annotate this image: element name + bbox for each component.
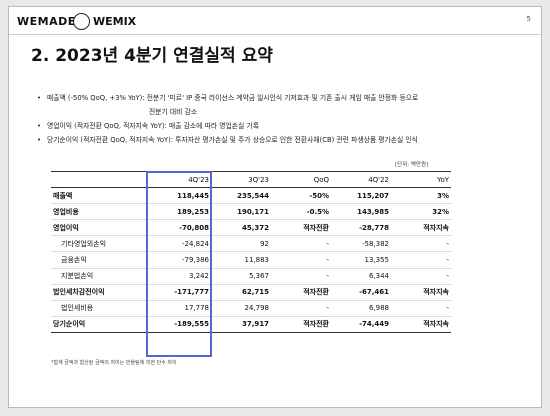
cell: -70,808 <box>151 219 211 237</box>
cell: 32% <box>391 203 451 221</box>
row-label: 영업이익 <box>51 219 151 237</box>
cell: - <box>391 235 451 253</box>
cell: 3% <box>391 187 451 205</box>
cell: -67,461 <box>331 284 391 301</box>
cell: 62,715 <box>211 284 271 301</box>
header-cell: 3Q'23 <box>211 170 271 189</box>
table-row: 매출액 118,445 235,544 -50% 115,207 3% <box>51 187 451 205</box>
bullet: 영업이익 (적자전환 QoQ, 적자지속 YoY): 매출 감소에 따라 영업손… <box>37 119 418 133</box>
table-row: 당기순이익 -189,555 37,917 적자전환 -74,449 적자지속 <box>51 316 451 333</box>
cell: - <box>391 300 451 317</box>
cell: 11,883 <box>211 251 271 269</box>
cell: 6,344 <box>331 268 391 285</box>
slide: WEMADE WEMIX 5 2. 2023년 4분기 연결실적 요약 매출액 … <box>8 6 542 408</box>
cell: 189,253 <box>151 203 211 221</box>
table-row: 영업비용 189,253 190,171 -0.5% 143,985 32% <box>51 203 451 221</box>
cell: 37,917 <box>211 316 271 333</box>
cell: - <box>271 300 331 317</box>
cell: 92 <box>211 235 271 253</box>
cell: 143,985 <box>331 203 391 221</box>
cell: - <box>391 251 451 269</box>
bullet: 매출액 (-50% QoQ, +3% YoY): 전분기 '미르' IP 중국 … <box>37 91 418 105</box>
row-label: 지분법손익 <box>51 268 151 285</box>
row-label: 기타영업외손익 <box>51 235 151 253</box>
bullet: 당기순이익 (적자전환 QoQ, 적자지속 YoY): 투자자산 평가손실 및 … <box>37 133 418 147</box>
cell: 13,355 <box>331 251 391 269</box>
cell: 적자전환 <box>271 284 331 301</box>
cell: 3,242 <box>151 268 211 285</box>
cell: - <box>271 251 331 269</box>
cell: -0.5% <box>271 203 331 221</box>
table-row: 지분법손익 3,242 5,367-6,344- <box>51 268 451 285</box>
cell: -24,824 <box>151 235 211 253</box>
cell: 적자지속 <box>391 284 451 301</box>
header-cell: 4Q'22 <box>331 170 391 189</box>
logo-wemix: WEMIX <box>93 15 137 28</box>
cell: 24,798 <box>211 300 271 317</box>
cell: - <box>271 268 331 285</box>
cell: -79,386 <box>151 251 211 269</box>
table-row: 법인세비용 17,778 24,798-6,988- <box>51 300 451 317</box>
cell: -171,777 <box>151 284 211 301</box>
cell: 235,544 <box>211 187 271 205</box>
logo-wemade: WEMADE <box>17 15 76 28</box>
cell: - <box>271 235 331 253</box>
header-row: 4Q'23 3Q'23 QoQ 4Q'22 YoY <box>51 170 451 189</box>
cell: - <box>391 268 451 285</box>
cell: 6,988 <box>331 300 391 317</box>
cell: -58,382 <box>331 235 391 253</box>
cell: -189,555 <box>151 316 211 333</box>
cell: 5,367 <box>211 268 271 285</box>
title: 2. 2023년 4분기 연결실적 요약 <box>31 46 273 66</box>
table-row: 법인세차감전이익 -171,777 62,715 적자전환 -67,461 적자지속 <box>51 284 451 301</box>
page-number: 5 <box>526 15 531 23</box>
cell: -50% <box>271 187 331 205</box>
cell: -28,778 <box>331 219 391 237</box>
header-rule <box>9 34 541 35</box>
row-label: 법인세비용 <box>51 300 151 317</box>
cell: 45,372 <box>211 219 271 237</box>
unit-label: [단위: 백만원] <box>395 162 429 168</box>
cell: 190,171 <box>211 203 271 221</box>
row-label: 금융손익 <box>51 251 151 269</box>
footnote: *합계 금액과 합산된 금액의 차이는 반올림에 의한 단수 차이 <box>51 360 177 366</box>
table-row: 영업이익 -70,808 45,372 적자전환 -28,778 적자지속 <box>51 219 451 237</box>
bullet-continuation: 전분기 대비 감소 <box>149 108 198 116</box>
header-cell: YoY <box>391 170 451 189</box>
cell: 적자지속 <box>391 316 451 333</box>
logo-icon <box>73 13 90 30</box>
header-cell: QoQ <box>271 170 331 189</box>
row-label: 법인세차감전이익 <box>51 284 151 301</box>
table-row: 금융손익 -79,386 11,883-13,355- <box>51 251 451 269</box>
table: 4Q'23 3Q'23 QoQ 4Q'22 YoY 매출액 118,445 235,544-… <box>51 170 451 333</box>
cell: 적자지속 <box>391 219 451 237</box>
cell: -74,449 <box>331 316 391 333</box>
cell: 적자전환 <box>271 219 331 237</box>
cell: 17,778 <box>151 300 211 317</box>
row-label: 영업비용 <box>51 203 151 221</box>
table-row: 기타영업외손익 -24,824 92- -58,382- <box>51 235 451 253</box>
highlight-box <box>146 171 212 357</box>
row-label: 매출액 <box>51 187 151 205</box>
cell: 적자전환 <box>271 316 331 333</box>
bullets: 매출액 (-50% QoQ, +3% YoY): 전분기 '미르' IP 중국 … <box>37 91 418 147</box>
cell: 118,445 <box>151 187 211 205</box>
header-cell <box>51 170 151 189</box>
row-label: 당기순이익 <box>51 316 151 333</box>
cell: 115,207 <box>331 187 391 205</box>
